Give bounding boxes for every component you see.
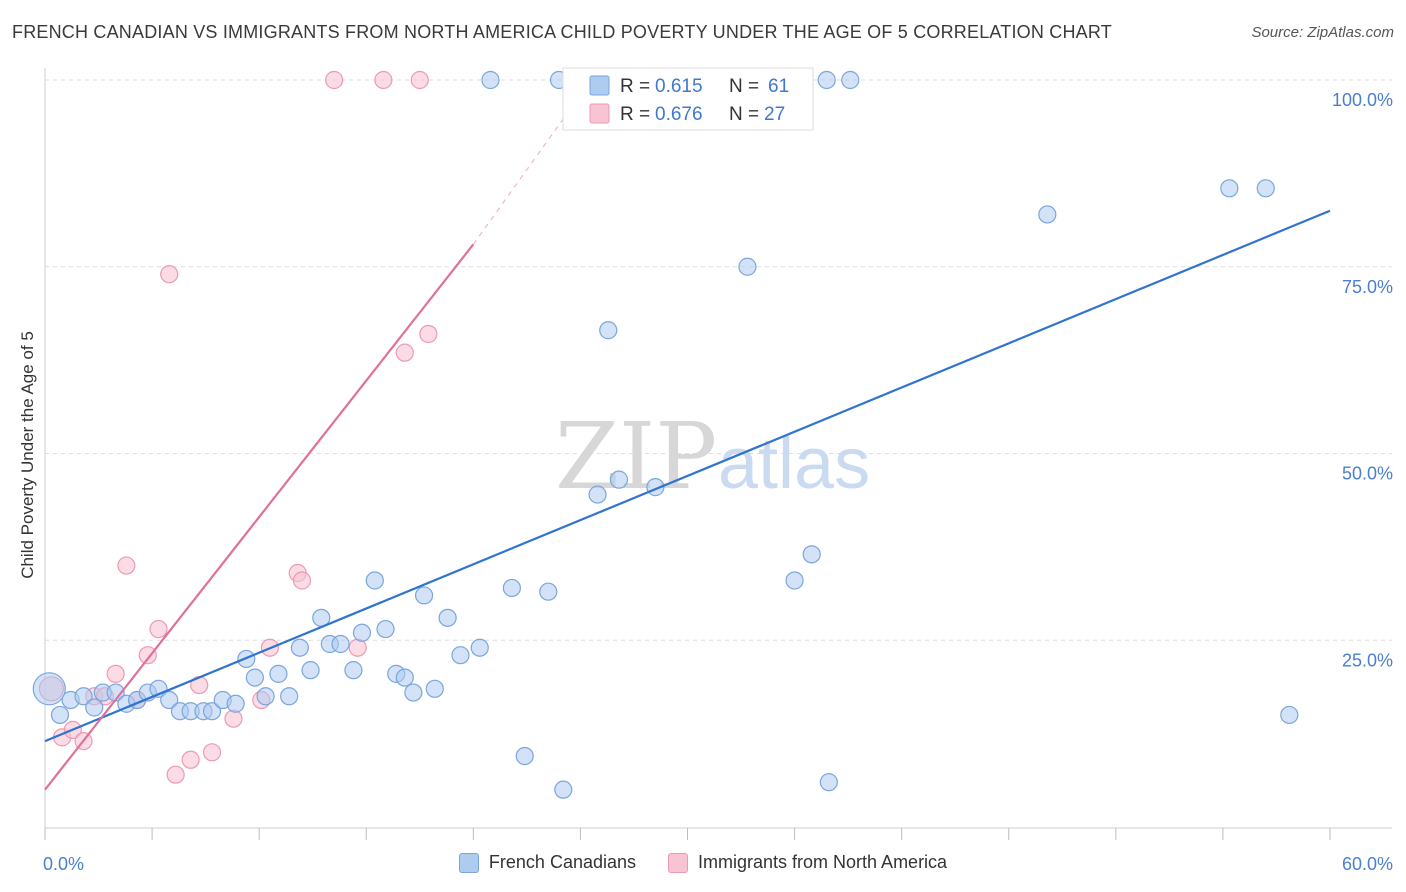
point-french-canadians [32,672,66,706]
point-french-canadians [290,638,309,657]
point-immigrants [166,765,185,784]
point-french-canadians [74,687,93,706]
point-french-canadians [470,638,489,657]
legend-r-value-pink: 0.676 [655,104,703,125]
trendline-french-canadians [44,209,1331,743]
watermark-zip: ZIP [555,403,717,510]
point-french-canadians [269,664,288,683]
point-french-canadians [226,694,245,713]
grid-layer [45,79,1392,641]
point-french-canadians [481,70,500,90]
point-french-canadians [352,623,372,642]
point-french-canadians [425,679,444,698]
chart-title: FRENCH CANADIAN VS IMMIGRANTS FROM NORTH… [12,22,1112,42]
point-french-canadians [588,485,607,504]
y-tick-label: 100.0% [1332,90,1393,110]
y-tick-label: 50.0% [1342,464,1393,484]
point-french-canadians [331,634,350,654]
point-french-canadians [802,545,821,564]
watermark-atlas: atlas [718,424,870,504]
legend-swatch-french-canadians [458,852,479,873]
point-immigrants [106,664,125,683]
point-french-canadians [502,578,521,598]
point-immigrants [181,750,200,769]
point-french-canadians [85,698,104,717]
point-french-canadians [376,619,395,639]
point-french-canadians [738,257,757,276]
legend-n-value-pink: 27 [764,104,785,125]
legend-n-value-blue: 61 [768,76,789,97]
point-french-canadians [414,586,434,605]
legend-swatch-immigrants [668,852,689,873]
axis-layer: 25.0% 50.0% 75.0% 100.0% 0.0% 60.0% [43,68,1393,874]
point-french-canadians [1220,179,1239,198]
correlation-legend: R = 0.615 N = 61 R = 0.676 N = 27 [562,67,814,131]
source-credit: Source: ZipAtlas.com [1251,24,1394,41]
point-immigrants [348,638,367,657]
point-french-canadians [280,687,299,706]
point-french-canadians [1280,705,1299,725]
point-french-canadians [301,661,320,680]
point-french-canadians [395,668,414,687]
legend-swatch-pink [589,103,610,124]
legend-r-label-blue: R = [620,76,650,97]
point-french-canadians [785,571,804,590]
x-tick-label: 0.0% [43,854,84,874]
point-french-canadians [50,705,70,725]
point-immigrants [138,646,157,665]
point-french-canadians [1256,179,1275,198]
point-french-canadians [841,70,860,90]
point-immigrants [149,619,168,639]
point-french-canadians [1038,205,1057,224]
legend-label-immigrants: Immigrants from North America [698,852,948,872]
point-immigrants [410,70,429,90]
series-immigrants-points [38,70,438,784]
point-french-canadians [404,683,423,702]
legend-swatch-blue [589,75,610,96]
point-immigrants [395,343,414,362]
legend-item-immigrants[interactable]: Immigrants from North America [668,852,947,873]
point-french-canadians [365,571,384,590]
point-immigrants [325,70,344,90]
legend-n-label-pink: N = [729,104,759,125]
point-immigrants [160,265,179,284]
legend-label-french-canadians: French Canadians [488,852,637,872]
legend-n-label-blue: N = [729,76,759,97]
point-french-canadians [539,582,558,601]
point-french-canadians [160,690,179,710]
point-immigrants [374,70,393,90]
point-immigrants [419,324,438,344]
series-legend: French Canadians Immigrants from North A… [0,852,1406,873]
trendline-immigrants [44,243,475,791]
point-immigrants [202,743,222,762]
point-french-canadians [256,687,275,706]
point-immigrants [292,571,312,590]
point-french-canadians [599,321,618,340]
point-french-canadians [451,646,470,665]
point-immigrants [117,556,136,575]
point-french-canadians [438,608,457,627]
point-french-canadians [609,470,629,489]
x-tick-label: 60.0% [1342,854,1393,874]
point-french-canadians [515,746,534,766]
y-tick-label: 75.0% [1342,277,1393,297]
legend-item-french-canadians[interactable]: French Canadians [458,852,637,873]
point-french-canadians [245,668,264,687]
point-immigrants [224,709,243,728]
watermark: ZIP atlas [555,403,870,510]
point-french-canadians [819,773,838,792]
legend-r-value-blue: 0.615 [655,76,703,97]
y-tick-label: 25.0% [1342,650,1393,670]
legend-r-label-pink: R = [620,104,650,125]
point-french-canadians [344,661,363,680]
point-french-canadians [554,780,573,799]
point-french-canadians [817,70,836,90]
point-french-canadians [202,702,222,721]
